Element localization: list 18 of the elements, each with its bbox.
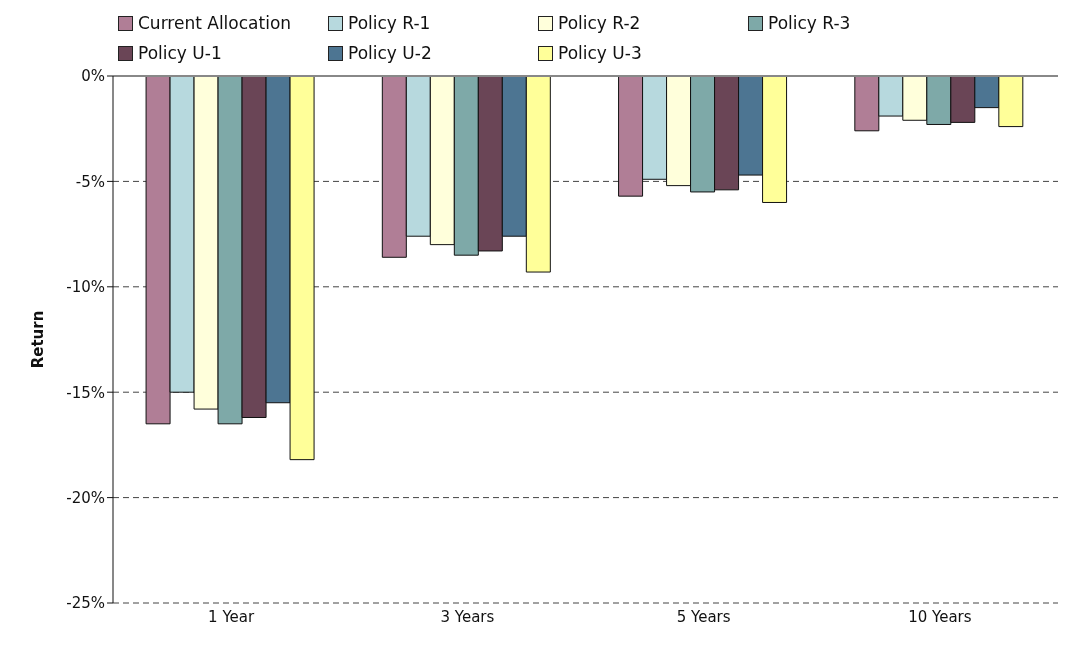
y-axis-title: Return xyxy=(29,310,48,369)
y-tick-label: -20% xyxy=(66,488,105,507)
y-tick-label: -15% xyxy=(66,383,105,402)
legend-label: Policy U-1 xyxy=(138,43,222,63)
legend-label: Policy R-3 xyxy=(768,13,851,33)
x-tick-label: 5 Years xyxy=(676,607,731,626)
legend-label: Policy R-1 xyxy=(348,13,431,33)
legend-label: Policy U-3 xyxy=(558,43,642,63)
y-tick-label: -25% xyxy=(66,594,105,613)
x-tick-label: 10 Years xyxy=(908,607,972,626)
x-tick-label: 3 Years xyxy=(440,607,495,626)
y-tick-label: -10% xyxy=(66,278,105,297)
legend-label: Policy R-2 xyxy=(558,13,641,33)
y-tick-label: -5% xyxy=(75,172,105,191)
y-tick-label: 0% xyxy=(81,67,105,86)
legend-label: Current Allocation xyxy=(138,13,292,33)
legend-label: Policy U-2 xyxy=(348,43,432,63)
x-tick-label: 1 Year xyxy=(208,607,255,626)
